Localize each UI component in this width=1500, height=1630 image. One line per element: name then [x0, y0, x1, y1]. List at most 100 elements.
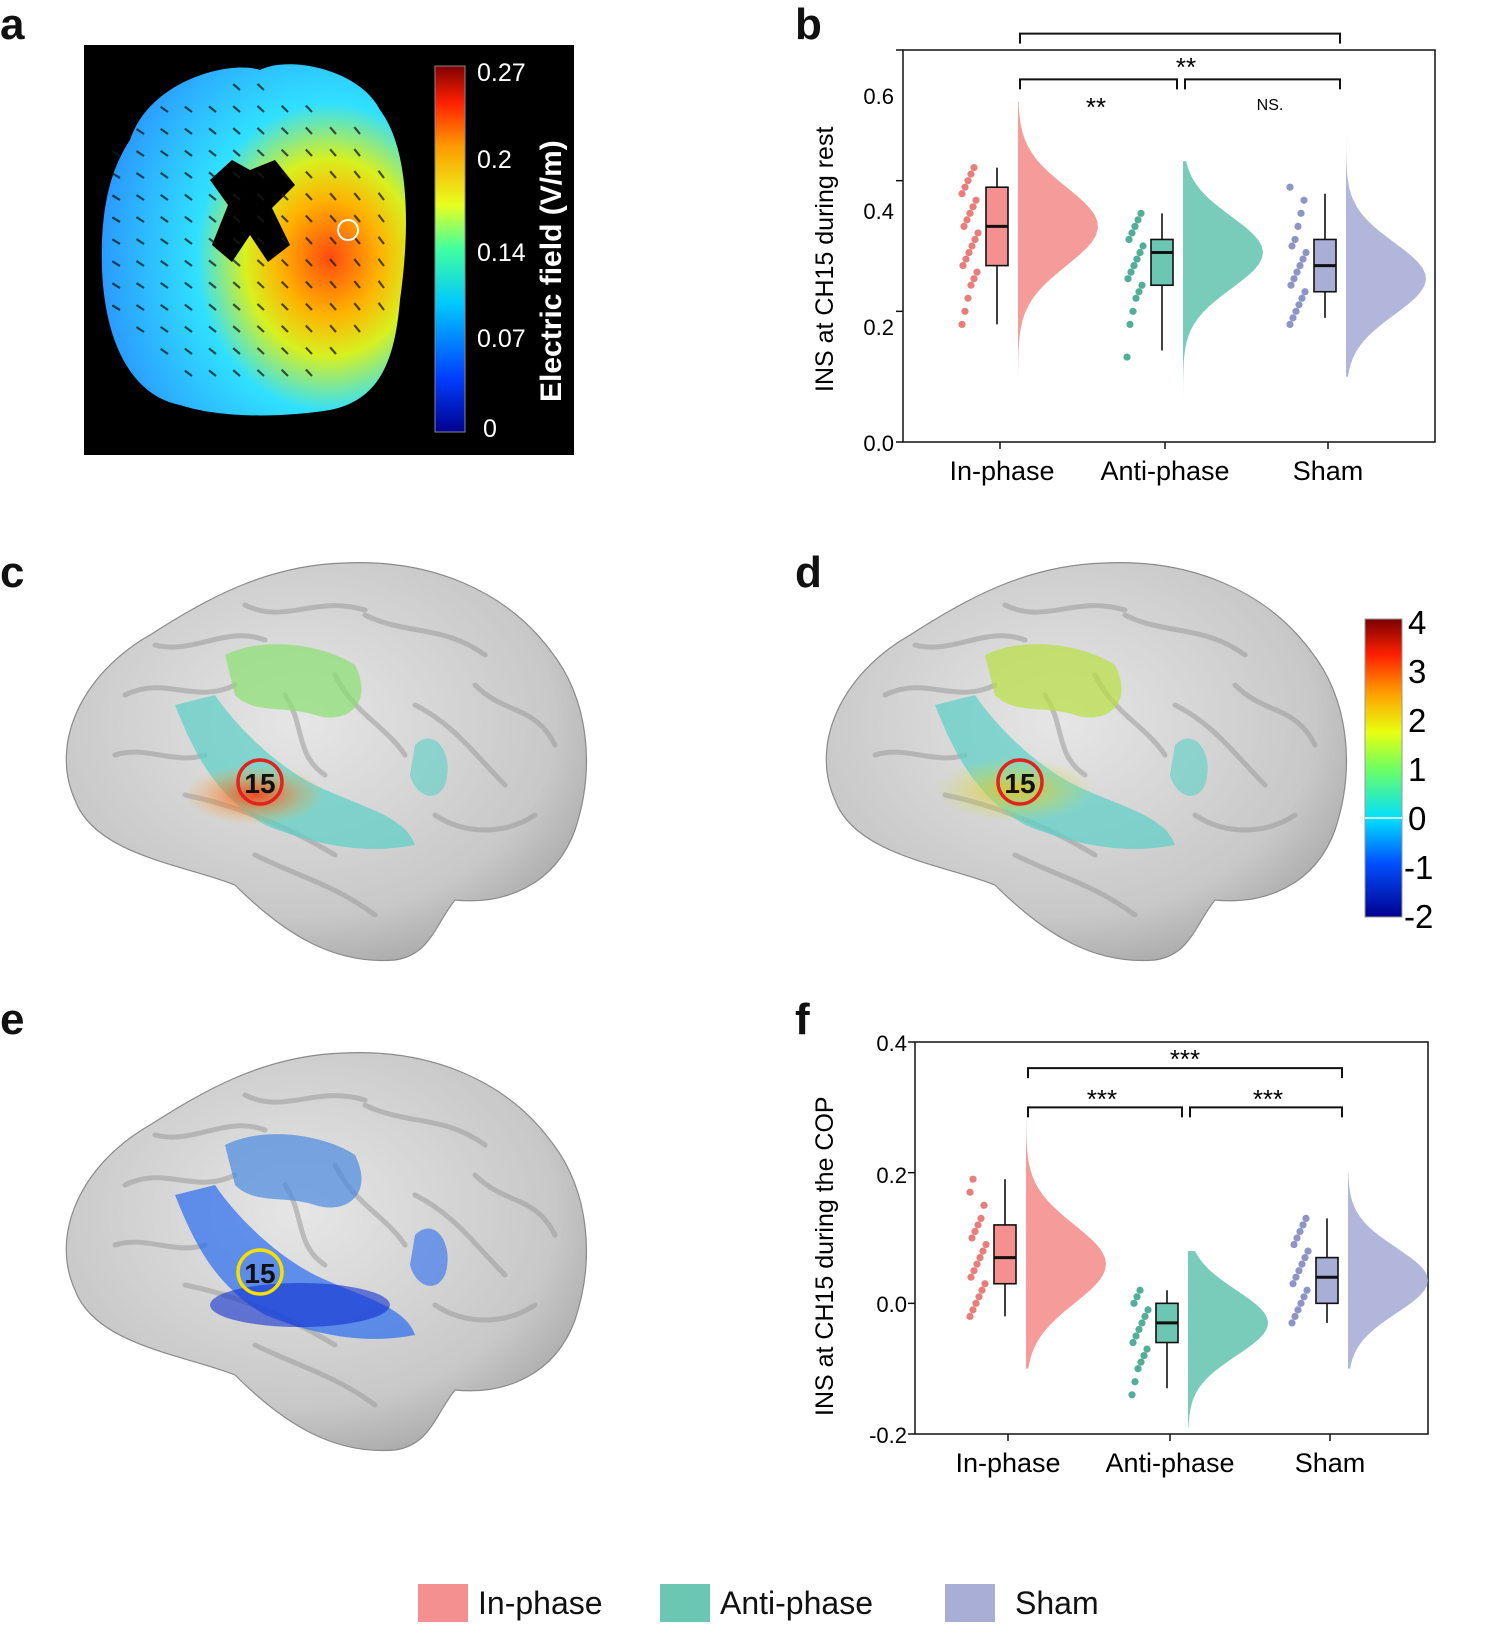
- point-in-phase: [970, 275, 978, 283]
- brain-fold-7: [252, 852, 378, 918]
- point-sham: [1293, 1234, 1301, 1242]
- point-sham: [1295, 1267, 1303, 1275]
- axial-brain-slice: [101, 64, 406, 416]
- point-anti-phase: [1129, 1338, 1137, 1347]
- brain-fold-3: [362, 1102, 488, 1148]
- point-sham: [1291, 1312, 1299, 1320]
- activation-parietal: [985, 644, 1122, 718]
- brain-fold-2: [1002, 602, 1128, 615]
- point-in-phase: [971, 235, 979, 244]
- channel-15-ring: [236, 758, 284, 806]
- density-in-phase: [1026, 1120, 1106, 1369]
- point-anti-phase: [1132, 294, 1140, 302]
- point-anti-phase: [1141, 1312, 1149, 1320]
- chart-b-xtick-sham: Sham: [1293, 456, 1364, 486]
- channel-15-label: 15: [1004, 768, 1035, 799]
- chart-b-ytick-0.2: 0.2: [863, 315, 894, 340]
- brain-tick-5: -1: [1404, 849, 1433, 886]
- point-anti-phase: [1140, 1352, 1148, 1360]
- point-in-phase: [978, 1286, 986, 1294]
- point-sham: [1287, 281, 1295, 289]
- brain-fold-4: [472, 682, 558, 748]
- brain-tick-4: 0: [1408, 800, 1426, 837]
- point-in-phase: [969, 1306, 977, 1314]
- point-sham: [1286, 320, 1294, 328]
- chart-b-rest: INS at CH15 during rest In-phase Anti-ph…: [811, 32, 1436, 486]
- chart-f-ytick-0.0: 0.0: [876, 1292, 907, 1317]
- panel-a-electric-field-map: 0.27 0.2 0.14 0.07 0 Electric field (V/m…: [84, 45, 574, 455]
- point-in-phase: [979, 1247, 987, 1255]
- point-in-phase: [963, 216, 971, 224]
- activation-posterior: [410, 738, 448, 796]
- channel-15-label: 15: [244, 1258, 275, 1289]
- point-in-phase: [960, 222, 968, 230]
- efield-colorbar-label: Electric field (V/m): [535, 140, 568, 402]
- point-sham: [1297, 1299, 1305, 1307]
- chart-f-xtick-in-phase: In-phase: [955, 1448, 1060, 1478]
- chart-f-sig-label-1: ***: [1087, 1084, 1117, 1114]
- brain-fold-0: [122, 1172, 238, 1188]
- brain-fold-8: [112, 1239, 208, 1251]
- brain-fold-2: [242, 602, 368, 615]
- point-anti-phase: [1131, 1378, 1139, 1386]
- point-sham: [1286, 183, 1294, 191]
- brain-fold-2: [242, 1092, 368, 1105]
- brain-fold-8: [872, 749, 968, 761]
- density-anti-phase: [1188, 1251, 1268, 1428]
- box-anti-phase: [1150, 238, 1174, 286]
- point-anti-phase: [1133, 1293, 1141, 1301]
- point-anti-phase: [1127, 268, 1135, 276]
- channel-15-ring: [996, 758, 1044, 806]
- point-anti-phase: [1144, 1306, 1152, 1314]
- point-anti-phase: [1137, 1358, 1145, 1366]
- point-in-phase: [976, 1254, 984, 1262]
- point-in-phase: [967, 170, 975, 178]
- legend-swatch-in-phase: [418, 1584, 468, 1622]
- point-sham: [1296, 1227, 1304, 1236]
- plot-frame: [914, 1041, 1429, 1435]
- legend-label-sham: Sham: [1015, 1584, 1099, 1621]
- point-in-phase: [964, 294, 972, 302]
- point-in-phase: [965, 248, 973, 257]
- chart-f-xtick-anti-phase: Anti-phase: [1105, 1448, 1234, 1478]
- brain-fold-0: [882, 682, 998, 698]
- panel-letter-d: d: [795, 548, 822, 597]
- channel-15-ring: [236, 1248, 284, 1296]
- point-anti-phase: [1135, 288, 1143, 296]
- point-anti-phase: [1134, 216, 1142, 224]
- point-sham: [1301, 288, 1309, 296]
- point-in-phase: [973, 1260, 981, 1268]
- point-in-phase: [968, 1234, 976, 1242]
- panel-letter-f: f: [795, 995, 810, 1044]
- point-sham: [1292, 1273, 1300, 1281]
- plot-frame: [902, 49, 1436, 443]
- brain-tick-2: 2: [1408, 702, 1426, 739]
- point-sham: [1303, 1286, 1311, 1294]
- chart-b-ytick-0.4: 0.4: [863, 199, 894, 224]
- density-sham: [1346, 134, 1426, 377]
- point-sham: [1298, 1260, 1306, 1268]
- legend-label-anti-phase: Anti-phase: [720, 1584, 873, 1621]
- point-in-phase: [974, 229, 982, 237]
- chart-f-cop: INS at CH15 during the COP In-phase Anti…: [811, 1031, 1429, 1478]
- brain-fold-1: [912, 633, 1028, 650]
- point-sham: [1297, 209, 1305, 217]
- point-anti-phase: [1131, 222, 1139, 230]
- point-anti-phase: [1134, 1365, 1142, 1373]
- point-sham: [1290, 1240, 1298, 1249]
- brain-fold-7: [1012, 852, 1138, 918]
- point-anti-phase: [1138, 281, 1146, 289]
- brain-fold-1: [152, 1123, 268, 1140]
- point-sham: [1304, 1247, 1312, 1255]
- brain-fold-3: [1122, 612, 1248, 658]
- point-in-phase: [981, 1280, 989, 1288]
- box-sham: [1315, 1256, 1339, 1305]
- brain-fold-8: [112, 749, 208, 761]
- panel-d-brain-render: 15: [825, 562, 1347, 962]
- point-sham: [1294, 222, 1302, 230]
- brain-surface: [65, 562, 587, 962]
- brain-fold-11: [1192, 812, 1298, 833]
- activation-trough: [210, 1283, 390, 1327]
- point-sham: [1292, 307, 1300, 315]
